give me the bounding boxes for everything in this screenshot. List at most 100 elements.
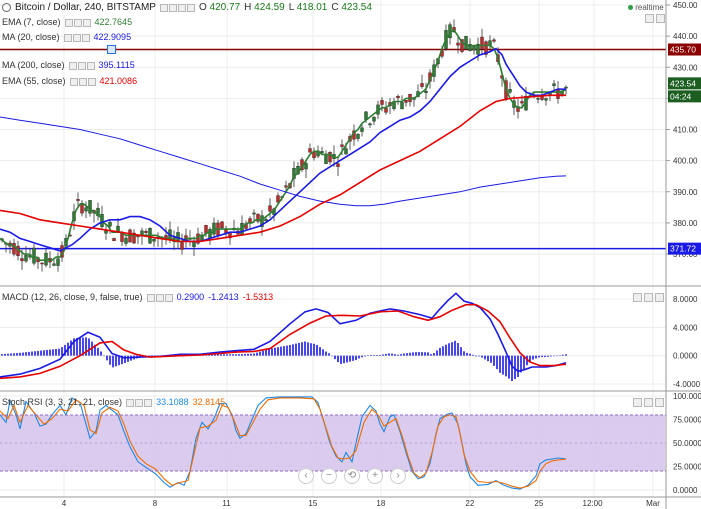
price-series bbox=[0, 28, 567, 261]
macd-hist-bar bbox=[253, 353, 255, 356]
candle-body bbox=[492, 39, 496, 42]
macd-hist-bar bbox=[10, 353, 12, 356]
header-buttons[interactable] bbox=[159, 3, 195, 12]
candle-body bbox=[520, 101, 524, 104]
indicator-ema55-value: 421.0086 bbox=[99, 76, 138, 86]
macd-hist-bar bbox=[547, 355, 549, 357]
time-tick-label: 15 bbox=[308, 499, 317, 508]
macd-hist-bar bbox=[553, 355, 555, 357]
macd-hist-bar bbox=[127, 355, 129, 362]
macd-hist-bar bbox=[490, 355, 492, 363]
candle-body bbox=[304, 163, 308, 170]
main-pane-button-1[interactable] bbox=[645, 14, 654, 23]
macd-label[interactable]: MACD (12, 26, close, 9, false, true) bbox=[2, 292, 143, 302]
macd-hist-bar bbox=[208, 354, 210, 356]
macd-hist-bar bbox=[469, 353, 471, 356]
macd-hist-bar bbox=[64, 344, 66, 356]
stoch-label[interactable]: Stoch RSI (3, 3, 21, 21, close) bbox=[2, 397, 123, 407]
macd-hist-bar bbox=[565, 354, 567, 356]
macd-hist-bar bbox=[76, 337, 78, 356]
candle-body bbox=[356, 134, 360, 139]
candle-body bbox=[372, 116, 376, 122]
macd-hist-bar bbox=[388, 353, 390, 356]
macd-hist-bar bbox=[307, 342, 309, 356]
candle-body bbox=[40, 262, 44, 265]
macd-pane-button-3[interactable] bbox=[655, 293, 664, 302]
macd-hist-bar bbox=[70, 340, 72, 356]
candle-body bbox=[472, 45, 476, 51]
indicator-ma20-buttons[interactable] bbox=[63, 33, 90, 42]
macd-hist-bar bbox=[271, 348, 273, 356]
macd-pane-button-2[interactable] bbox=[644, 293, 653, 302]
candle-body bbox=[384, 108, 388, 113]
macd-hist-bar bbox=[106, 355, 108, 361]
indicator-ma200-label[interactable]: MA (200, close) bbox=[2, 60, 65, 70]
macd-hist-bar bbox=[505, 355, 507, 377]
macd-hist-bar bbox=[376, 354, 378, 356]
macd-hist-bar bbox=[529, 355, 531, 362]
candle-body bbox=[424, 90, 428, 93]
macd-hist-bar bbox=[499, 355, 501, 373]
macd-hist-bar bbox=[484, 355, 486, 360]
macd-pane-button-1[interactable] bbox=[633, 293, 642, 302]
stoch-pane-button-2[interactable] bbox=[644, 398, 653, 407]
macd-hist-bar bbox=[232, 354, 234, 356]
series-line-3 bbox=[0, 94, 566, 243]
candle-body bbox=[76, 199, 80, 201]
indicator-ma20-label[interactable]: MA (20, close) bbox=[2, 32, 60, 42]
macd-hist-bar bbox=[319, 347, 321, 356]
indicator-ema55-buttons[interactable] bbox=[69, 77, 96, 86]
candle-body bbox=[336, 163, 340, 167]
macd-hist-bar bbox=[463, 351, 465, 356]
macd-tick-label: -4.0000 bbox=[673, 380, 701, 389]
stoch-pane-button-3[interactable] bbox=[655, 398, 664, 407]
price-tick-label: 430.00 bbox=[673, 63, 698, 72]
zoom-out-button[interactable]: − bbox=[321, 468, 337, 484]
stoch-buttons[interactable] bbox=[126, 398, 153, 407]
indicator-ema7-buttons[interactable] bbox=[64, 18, 91, 27]
macd-hist-bar bbox=[511, 355, 513, 382]
candle-body bbox=[112, 238, 116, 242]
macd-hist-bar bbox=[154, 355, 156, 356]
macd-hist-bar bbox=[217, 354, 219, 356]
candle-body bbox=[468, 44, 472, 51]
scroll-right-button[interactable]: › bbox=[390, 468, 406, 484]
macd-buttons[interactable] bbox=[146, 293, 173, 302]
macd-hist-bar bbox=[457, 343, 459, 356]
macd-hist-bar bbox=[421, 352, 423, 356]
candle-body bbox=[488, 40, 492, 46]
macd-hist-bar bbox=[436, 350, 438, 356]
macd-line-1 bbox=[0, 303, 567, 380]
macd-line-0 bbox=[0, 292, 567, 378]
series-line-0 bbox=[0, 28, 567, 261]
stoch-tick-label: 25.0000 bbox=[673, 463, 701, 472]
macd-hist-bar bbox=[49, 349, 51, 356]
indicator-ema55-label[interactable]: EMA (55, close) bbox=[2, 76, 66, 86]
main-pane-button-2[interactable] bbox=[656, 14, 665, 23]
time-tick-label: 12:00 bbox=[583, 499, 604, 508]
candle-body bbox=[456, 42, 460, 46]
macd-hist-bar bbox=[121, 355, 123, 365]
candle-body bbox=[52, 263, 56, 266]
candle-body bbox=[84, 207, 88, 212]
macd-hist-bar bbox=[313, 343, 315, 356]
macd-hist-bar bbox=[493, 355, 495, 366]
macd-hist-bar bbox=[265, 349, 267, 356]
macd-hist-bar bbox=[400, 354, 402, 356]
scroll-left-button[interactable]: ‹ bbox=[298, 468, 314, 484]
price-tick-label: 400.00 bbox=[673, 157, 698, 166]
indicator-ema7-label[interactable]: EMA (7, close) bbox=[2, 17, 61, 27]
stoch-pane-button-1[interactable] bbox=[633, 398, 642, 407]
price-tick-label: 450.00 bbox=[673, 1, 698, 10]
macd-hist-bar bbox=[532, 355, 534, 360]
time-tick-label: Mar bbox=[646, 499, 660, 508]
indicator-ma200-buttons[interactable] bbox=[68, 61, 95, 70]
macd-hist-bar bbox=[346, 355, 348, 363]
collapse-icon[interactable] bbox=[107, 45, 116, 54]
macd-hist-bar bbox=[31, 351, 33, 356]
ohlc-c: C 423.54 bbox=[331, 2, 372, 13]
zoom-in-button[interactable]: + bbox=[367, 468, 383, 484]
symbol-title[interactable]: Bitcoin / Dollar, 240, BITSTAMP bbox=[15, 2, 156, 13]
reset-chart-button[interactable]: ⟲ bbox=[344, 468, 360, 484]
